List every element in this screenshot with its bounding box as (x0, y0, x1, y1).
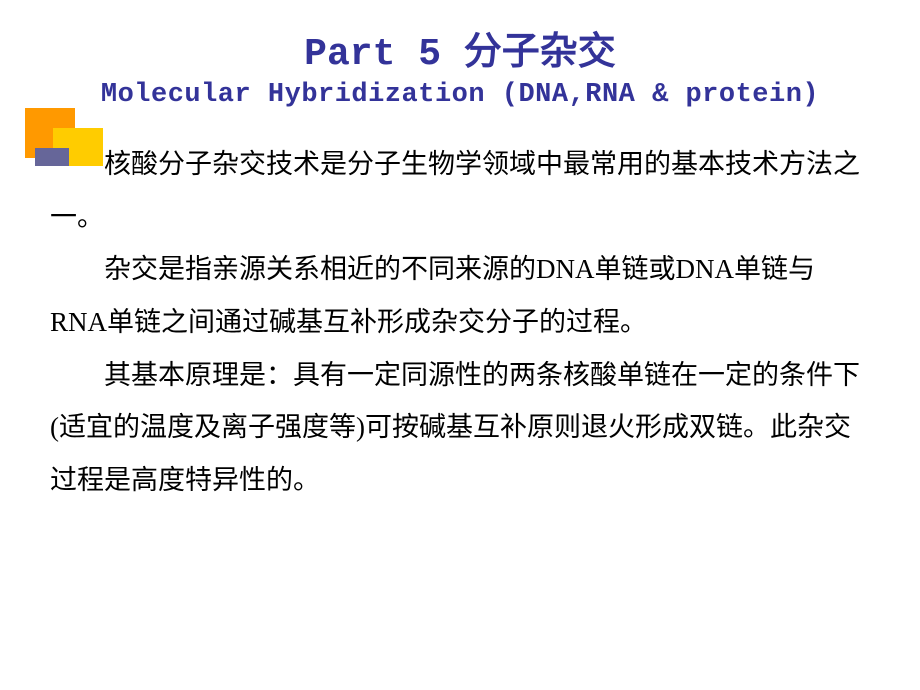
title-line-1: Part 5 分子杂交 (0, 20, 920, 76)
deco-square-purple (35, 148, 69, 166)
paragraph-1: 核酸分子杂交技术是分子生物学领域中最常用的基本技术方法之一。 (50, 138, 870, 243)
paragraph-2: 杂交是指亲源关系相近的不同来源的DNA单链或DNA单链与RNA单链之间通过碱基互… (50, 243, 870, 348)
paragraph-3: 其基本原理是：具有一定同源性的两条核酸单链在一定的条件下(适宜的温度及离子强度等… (50, 349, 870, 507)
title-line-2: Molecular Hybridization (DNA,RNA & prote… (0, 80, 920, 110)
slide-body: 核酸分子杂交技术是分子生物学领域中最常用的基本技术方法之一。 杂交是指亲源关系相… (0, 110, 920, 506)
slide-corner-decoration (25, 108, 110, 166)
slide-title: Part 5 分子杂交 Molecular Hybridization (DNA… (0, 0, 920, 110)
